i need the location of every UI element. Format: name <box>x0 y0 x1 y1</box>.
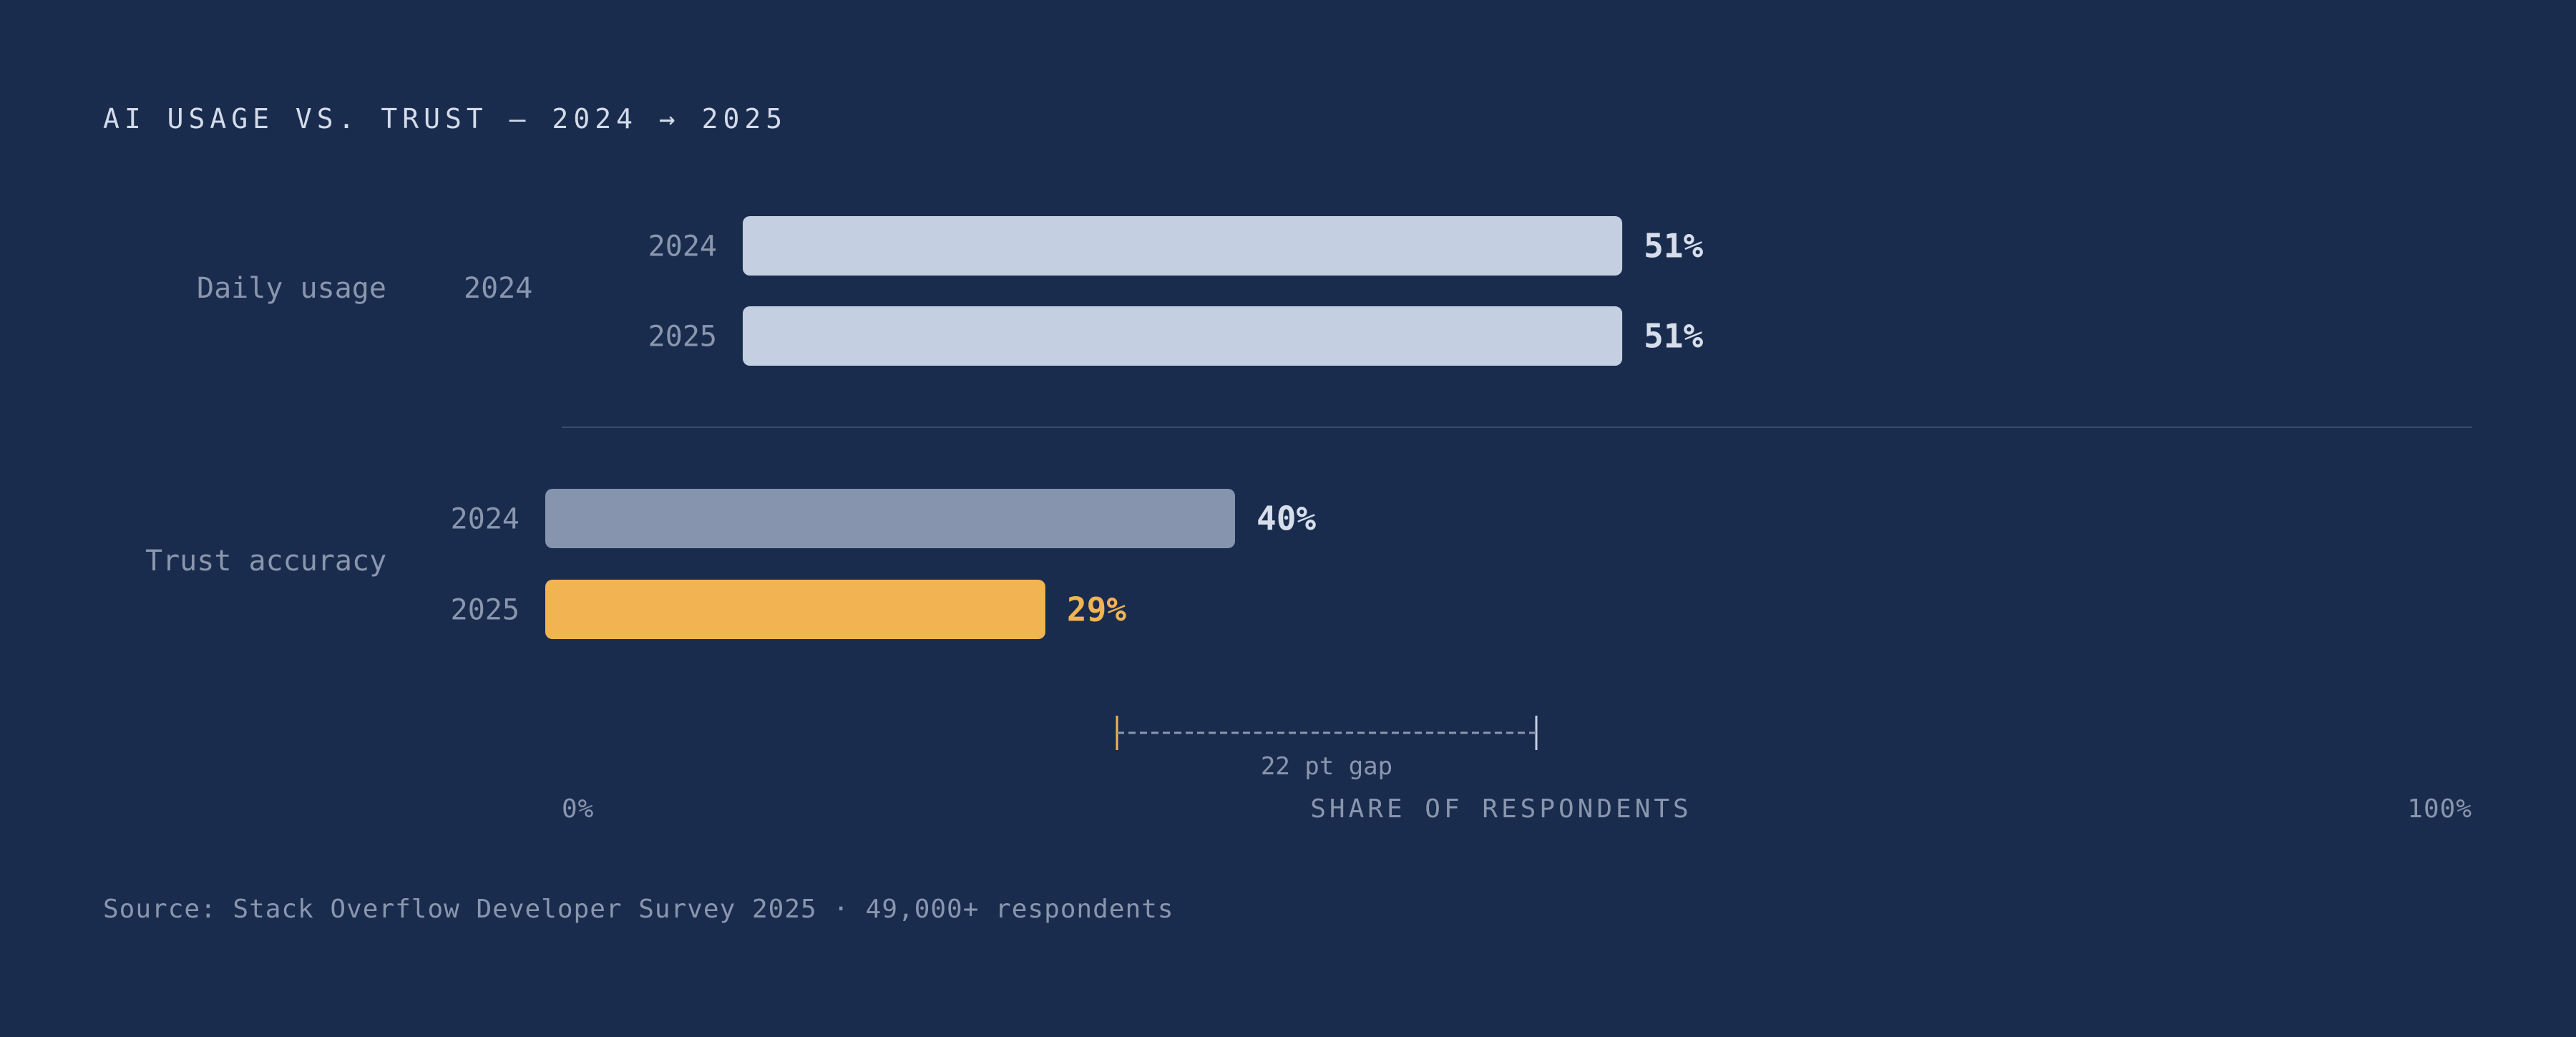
bar-category-label-trust-accuracy-2025: 2025 <box>451 594 519 627</box>
bar-category-label-daily-usage-2024: 2024 <box>648 230 717 263</box>
bar-daily-usage-2024 <box>743 216 1623 276</box>
x-tick-label-100: 100% <box>2407 794 2472 824</box>
bar-value-label-daily-usage-2024: 51% <box>1644 227 1703 266</box>
group-year-tag: 2024 <box>464 272 533 305</box>
x-axis-label: SHARE OF RESPONDENTS <box>1310 794 1692 824</box>
bar-value-label-trust-accuracy-2025: 29% <box>1067 590 1126 629</box>
bar-daily-usage-2025 <box>743 306 1623 366</box>
bar-trust-accuracy-2024 <box>545 489 1235 548</box>
bar-value-label-trust-accuracy-2024: 40% <box>1257 500 1316 538</box>
bar-category-label-trust-accuracy-2024: 2024 <box>451 503 519 536</box>
group-label-trust-accuracy: Trust accuracy <box>145 545 387 578</box>
bar-trust-accuracy-2025 <box>545 580 1045 639</box>
bar-category-label-daily-usage-2025: 2025 <box>648 321 717 354</box>
gap-annotation-label: 22 pt gap <box>1261 752 1392 781</box>
group-label-daily-usage: Daily usage <box>197 272 386 305</box>
x-tick-label-0: 0% <box>562 794 594 824</box>
bar-value-label-daily-usage-2025: 51% <box>1644 317 1703 356</box>
chart-title: AI USAGE VS. TRUST — 2024 → 2025 <box>103 103 788 135</box>
source-note: Source: Stack Overflow Developer Survey … <box>103 895 1174 924</box>
